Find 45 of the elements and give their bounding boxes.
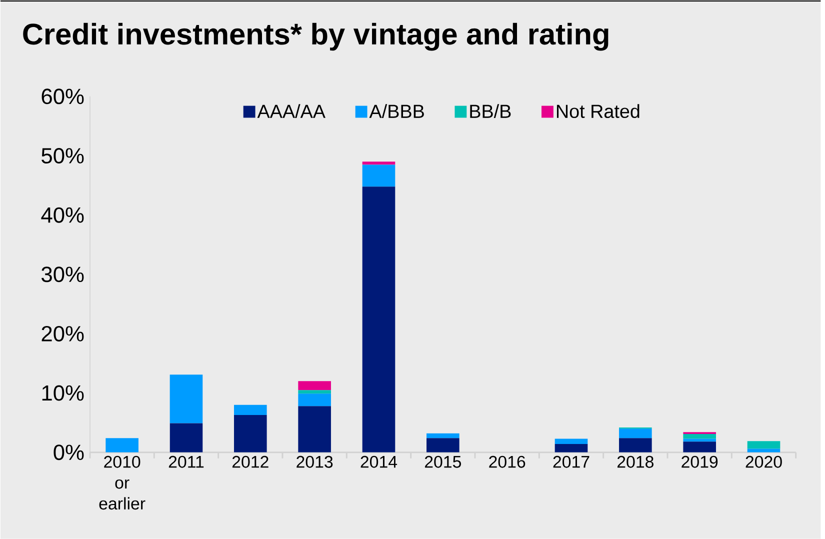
y-tick-label: 0% <box>54 444 84 460</box>
legend-label: Not Rated <box>556 104 640 118</box>
bar <box>298 406 331 452</box>
bar <box>106 438 138 452</box>
bar <box>298 381 331 390</box>
bar <box>362 162 396 165</box>
bar <box>426 433 460 438</box>
y-tick-label: 40% <box>41 207 84 223</box>
bar <box>619 438 652 452</box>
x-tick-label: 2018 <box>617 456 654 468</box>
bar <box>619 428 652 438</box>
x-tick-label: 2010 or earlier <box>99 456 146 510</box>
legend-label: A/BBB <box>369 104 424 118</box>
bar <box>747 441 780 449</box>
bar <box>170 423 203 452</box>
y-tick-label: 50% <box>42 148 84 164</box>
x-tick-label: 2015 <box>424 456 461 468</box>
x-tick-label: 2020 <box>746 456 782 468</box>
bar <box>554 438 588 444</box>
bar <box>362 186 396 452</box>
chart-title: Credit investments* by vintage and rating <box>23 22 608 51</box>
bar <box>426 438 460 452</box>
bar <box>234 415 267 452</box>
bar <box>362 164 396 187</box>
y-tick-label: 20% <box>42 326 84 342</box>
bar <box>683 438 716 442</box>
legend-label: AAA/AA <box>257 104 326 118</box>
bar <box>683 442 716 452</box>
bar <box>554 444 588 452</box>
x-tick-label: 2013 <box>296 456 333 468</box>
bar <box>683 434 716 439</box>
bar <box>234 404 267 416</box>
y-tick-label: 60% <box>42 88 84 104</box>
x-tick-label: 2019 <box>682 456 718 468</box>
x-tick-label: 2011 <box>168 456 204 468</box>
x-tick-label: 2012 <box>232 456 268 468</box>
y-tick-label: 30% <box>42 266 84 282</box>
x-tick-label: 2017 <box>553 456 590 468</box>
y-tick-label: 10% <box>42 385 84 401</box>
x-tick-label: 2014 <box>360 456 398 468</box>
bar <box>298 394 331 406</box>
x-tick-label: 2016 <box>489 456 526 468</box>
bar <box>170 374 203 424</box>
bar <box>298 390 331 394</box>
legend-label: BB/B <box>470 104 511 118</box>
